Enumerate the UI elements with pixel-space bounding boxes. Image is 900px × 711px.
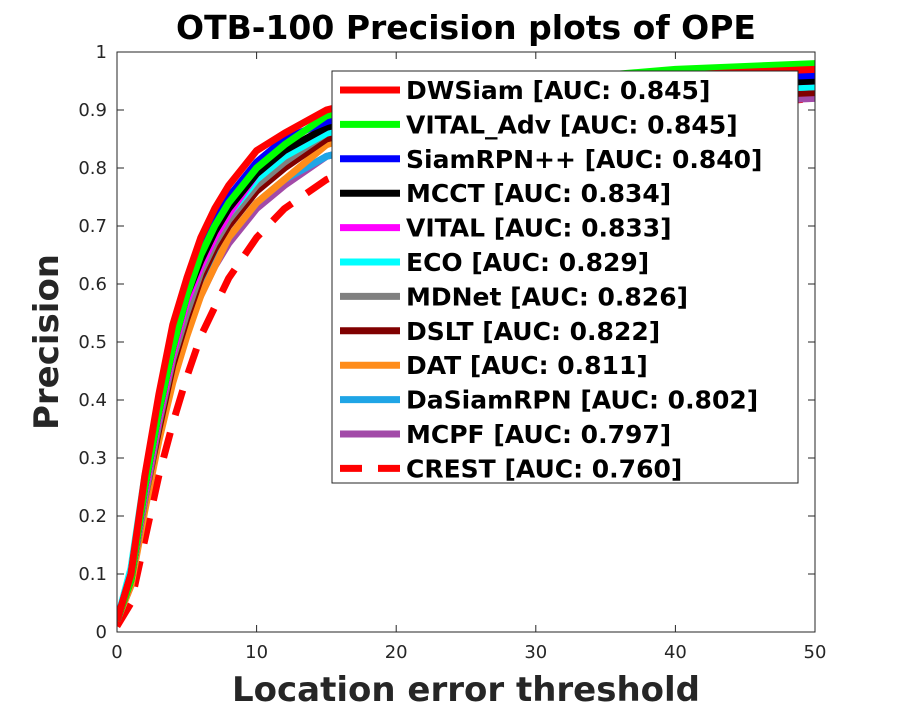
legend-entry-label: SiamRPN++ [AUC: 0.840] xyxy=(406,145,762,174)
legend-entry-label: VITAL_Adv [AUC: 0.845] xyxy=(406,110,738,139)
y-tick-label: 0.3 xyxy=(78,448,107,469)
legend-entry-label: DSLT [AUC: 0.822] xyxy=(406,317,660,346)
legend-entry-label: MCCT [AUC: 0.834] xyxy=(406,179,671,208)
legend-entry-label: MCPF [AUC: 0.797] xyxy=(406,420,671,449)
legend-box xyxy=(331,70,799,484)
x-tick-label: 0 xyxy=(111,642,122,663)
legend: DWSiam [AUC: 0.845] VITAL_Adv [AUC: 0.845… xyxy=(331,70,799,484)
y-tick-label: 1 xyxy=(96,42,107,63)
legend-entry-label: DAT [AUC: 0.811] xyxy=(406,351,648,380)
x-axis-label: Location error threshold xyxy=(232,670,700,710)
x-tick-label: 50 xyxy=(804,642,827,663)
x-tick-label: 40 xyxy=(664,642,687,663)
legend-entry-label: ECO [AUC: 0.829] xyxy=(406,248,649,277)
y-tick-label: 0.9 xyxy=(78,100,107,121)
legend-entry-label: DaSiamRPN [AUC: 0.802] xyxy=(406,386,758,415)
tick-layer: 0 10 20 30 40 50 0 0.1 0.2 0.3 0.4 0.5 0.6 0.7 0.8 0.9 1 xyxy=(78,42,826,663)
legend-entries: DWSiam [AUC: 0.845] VITAL_Adv [AUC: 0.845… xyxy=(340,76,762,483)
legend-entry-label: MDNet [AUC: 0.826] xyxy=(406,282,688,311)
y-tick-label: 0.4 xyxy=(78,390,107,411)
y-tick-label: 0.8 xyxy=(78,158,107,179)
y-tick-label: 0.1 xyxy=(78,564,107,585)
y-tick-label: 0 xyxy=(96,622,107,643)
x-tick-label: 30 xyxy=(524,642,547,663)
x-tick-label: 20 xyxy=(385,642,408,663)
legend-entry-label: CREST [AUC: 0.760] xyxy=(406,454,682,483)
y-axis-label: Precision xyxy=(27,254,67,430)
y-tick-label: 0.7 xyxy=(78,216,107,237)
y-tick-label: 0.5 xyxy=(78,332,107,353)
y-tick-label: 0.2 xyxy=(78,506,107,527)
legend-entry-label: VITAL [AUC: 0.833] xyxy=(406,214,672,243)
legend-entry-label: DWSiam [AUC: 0.845] xyxy=(406,76,710,105)
x-tick-label: 10 xyxy=(245,642,268,663)
y-tick-label: 0.6 xyxy=(78,274,107,295)
chart-title: OTB-100 Precision plots of OPE xyxy=(176,8,756,47)
